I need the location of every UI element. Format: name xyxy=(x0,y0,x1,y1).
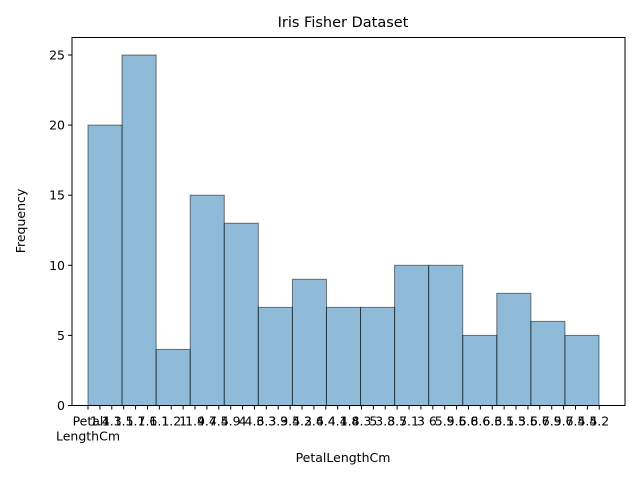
histogram-bars xyxy=(87,54,600,407)
histogram-bar xyxy=(87,124,123,406)
x-tick-label: 4.1 xyxy=(328,414,348,429)
x-tick-label: 3 xyxy=(417,414,425,429)
y-tick-label: 10 xyxy=(49,258,65,273)
x-axis-label: PetalLengthCm xyxy=(296,450,391,465)
x-tick-label: 5.5 xyxy=(518,414,538,429)
histogram-bar xyxy=(360,306,396,406)
x-tick-label: 1.7 xyxy=(126,414,146,429)
x-tick-label: 3.9 xyxy=(268,414,288,429)
histogram-bar xyxy=(291,278,327,407)
x-tick-label: 4.4 xyxy=(316,414,336,429)
x-tick-label: 4.6 xyxy=(245,414,265,429)
y-axis-label: Frequency xyxy=(13,188,28,253)
x-tick-label: 1.3 xyxy=(102,414,122,429)
x-tick-label: 1.2 xyxy=(161,414,181,429)
x-tick-label: 5 xyxy=(369,414,377,429)
x-tick-label: 6.4 xyxy=(566,414,586,429)
plot-frame xyxy=(71,37,626,406)
histogram-bar xyxy=(428,264,464,406)
histogram-bar xyxy=(530,320,566,406)
x-tick-label: 3.3 xyxy=(256,414,276,429)
histogram-bar xyxy=(564,334,600,406)
y-tick-label: 25 xyxy=(49,48,65,63)
histogram-bar xyxy=(462,334,498,406)
y-axis-ticks: 0 5 10 15 20 25 xyxy=(49,48,72,413)
x-tick-label: 5.1 xyxy=(399,414,419,429)
x-tick-label: 1.6 xyxy=(138,414,158,429)
y-tick-label: 5 xyxy=(57,328,65,343)
x-tick-label: 1.4 xyxy=(90,414,110,429)
x-tick-label: 3.7 xyxy=(387,414,407,429)
x-tick-label: 5.8 xyxy=(459,414,479,429)
x-tick-label: 5.2 xyxy=(589,414,609,429)
x-tick-label: 5.7 xyxy=(554,414,574,429)
x-tick-label: 1.9 xyxy=(185,414,205,429)
x-tick-label: 6 xyxy=(429,414,437,429)
x-tick-label: 1 xyxy=(179,414,187,429)
x-tick-label: 6.1 xyxy=(494,414,514,429)
x-tick-label: 6.6 xyxy=(470,414,490,429)
x-tick-label: 6.9 xyxy=(542,414,562,429)
y-tick-label: 20 xyxy=(49,118,65,133)
x-tick-label: 5.6 xyxy=(447,414,467,429)
histogram-bar xyxy=(121,54,157,407)
x-tick-label: 5.9 xyxy=(435,414,455,429)
histogram-bar xyxy=(496,292,532,407)
histogram-bar xyxy=(257,306,293,406)
x-axis-ticks: Petal LengthCm1.41.31.51.71.61.11.211.94.… xyxy=(56,405,609,444)
x-tick-label: 4.8 xyxy=(340,414,360,429)
x-tick-label: 5.4 xyxy=(577,414,597,429)
x-tick-label: 4.5 xyxy=(209,414,229,429)
chart-title: Iris Fisher Dataset xyxy=(278,15,409,31)
x-tick-label: 1.1 xyxy=(149,414,169,429)
x-tick-label: 6.7 xyxy=(530,414,550,429)
y-tick-label: 0 xyxy=(57,398,65,413)
x-tick-label: 5.3 xyxy=(506,414,526,429)
histogram-bar xyxy=(325,306,362,406)
histogram-bar xyxy=(394,264,430,406)
x-tick-label: 4 xyxy=(239,414,247,429)
x-tick-label: 3.5 xyxy=(280,414,300,429)
y-tick-label: 15 xyxy=(49,188,65,203)
x-tick-label: 6.3 xyxy=(482,414,502,429)
histogram-bar xyxy=(189,194,225,406)
x-tick-label: 4.9 xyxy=(221,414,241,429)
histogram-bar xyxy=(223,222,259,406)
x-tick-label: 4.3 xyxy=(352,414,372,429)
x-tick-label: 3.8 xyxy=(375,414,395,429)
x-tick-label: Petal LengthCm xyxy=(56,414,120,444)
x-tick-label: 4.7 xyxy=(197,414,217,429)
x-tick-label: 3.6 xyxy=(304,414,324,429)
x-tick-label: 4.2 xyxy=(292,414,312,429)
histogram-bar xyxy=(155,348,191,406)
x-tick-label: 1.5 xyxy=(114,414,134,429)
